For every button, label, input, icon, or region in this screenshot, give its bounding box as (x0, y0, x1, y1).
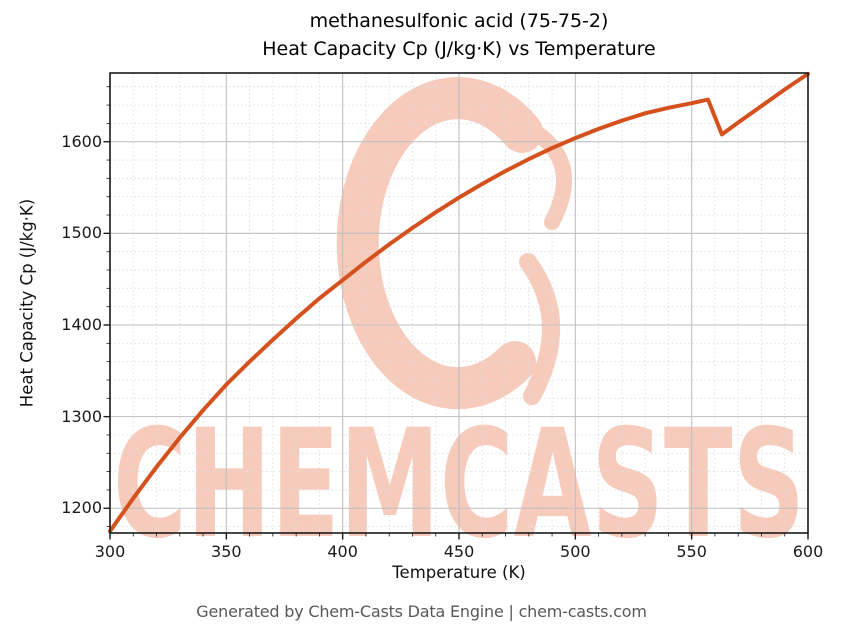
y-tick-label: 1400 (61, 314, 102, 334)
y-axis-label: Heat Capacity Cp (J/kg·K) (17, 198, 37, 408)
x-tick-label: 350 (211, 542, 242, 561)
x-tick-label: 500 (560, 542, 591, 561)
footer-credit: Generated by Chem-Casts Data Engine | ch… (196, 602, 647, 621)
chart-title-line2: Heat Capacity Cp (J/kg·K) vs Temperature (262, 38, 656, 60)
data-series (108, 71, 810, 534)
x-tick-label: 400 (327, 542, 358, 561)
x-tick-label: 550 (676, 542, 707, 561)
y-tick-label: 1200 (61, 498, 102, 518)
cp-vs-temperature-curve (108, 71, 810, 534)
c-swirl-logo-inner (519, 253, 561, 405)
y-tick-label: 1600 (61, 131, 102, 151)
chart-title-line1: methanesulfonic acid (75-75-2) (309, 10, 609, 32)
chart-title: methanesulfonic acid (75-75-2) Heat Capa… (110, 7, 808, 63)
c-swirl-logo (336, 77, 543, 410)
y-tick-label: 1500 (61, 223, 102, 243)
x-axis-label: Temperature (K) (392, 563, 526, 582)
x-tick-label: 450 (443, 542, 475, 561)
c-swirl-logo-tail (500, 110, 573, 230)
x-tick-label: 600 (792, 542, 824, 561)
x-tick-label: 300 (94, 542, 126, 561)
y-tick-label: 1300 (61, 406, 102, 426)
axis-ticks (103, 86, 809, 540)
